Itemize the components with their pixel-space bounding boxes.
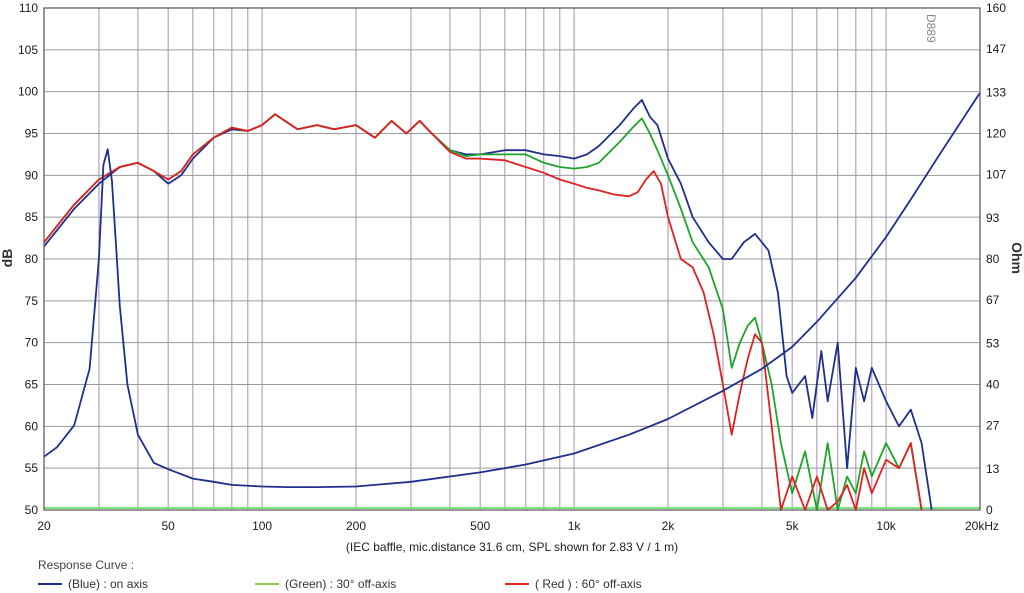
legend-item-on-axis: (Blue) : on axis [38,576,148,592]
y-tick-label-right: 40 [986,378,1000,392]
legend-label-on-axis: (Blue) : on axis [68,577,149,591]
x-tick-label: 20 [37,519,51,533]
y-axis-title-right: Ohm [1009,242,1024,274]
spl-curve-1 [43,99,933,511]
grid [43,7,981,511]
tick-labels: 50 55 60 65 70 75 80 85 90 95 100 105 110 0 13 27 40 53 67… [18,1,1006,533]
x-tick-label: 200 [346,519,366,533]
legend-item-60-off-axis: ( Red ) : 60° off-axis [505,576,642,592]
spl-curve-3 [43,113,923,511]
x-tick-label: 1k [568,519,582,533]
y-tick-label-right: 13 [986,462,1000,476]
y-tick-label-right: 147 [986,42,1006,56]
measurement-note: (IEC baffle, mic.distance 31.6 cm, SPL s… [345,540,679,554]
legend-label-30-off-axis: (Green) : 30° off-axis [285,577,397,591]
x-tick-label: 5k [786,519,800,533]
y-tick-label-left: 85 [25,210,39,224]
y-tick-label-left: 50 [25,503,39,517]
y-tick-label-right: 80 [986,252,1000,266]
y-tick-label-left: 105 [18,43,38,57]
y-tick-label-right: 27 [986,418,1000,432]
y-tick-label-left: 75 [25,294,39,308]
plot-frame [43,7,981,511]
y-tick-label-left: 90 [25,168,39,182]
legend-label-60-off-axis: ( Red ) : 60° off-axis [535,577,642,591]
y-tick-label-left: 100 [18,85,38,99]
x-tick-label: 500 [470,519,490,533]
plot-border [43,7,981,511]
y-tick-label-left: 110 [19,1,38,15]
legend-swatch-green [255,583,279,585]
legend-swatch-blue [38,583,62,585]
y-tick-label-right: 120 [986,127,1006,141]
y-axis-title-left: dB [0,249,15,268]
x-tick-label: 2k [662,519,676,533]
y-tick-label-right: 107 [986,167,1006,181]
x-tick-label: 10k [876,519,896,533]
x-tick-label: 20kHz [965,519,999,533]
x-tick-label: 50 [161,519,175,533]
y-tick-label-right: 53 [986,337,1000,351]
y-tick-label-right: 0 [986,503,993,517]
y-tick-label-right: 67 [986,293,1000,307]
legend-title: Response Curve : [38,558,135,572]
legend-item-30-off-axis: (Green) : 30° off-axis [255,576,396,592]
y-tick-label-left: 80 [25,252,39,266]
y-tick-label-left: 95 [25,127,39,141]
legend-swatch-red [505,583,529,585]
y-tick-label-left: 55 [25,461,39,475]
y-tick-label-left: 65 [25,378,39,392]
frequency-response-chart: 50 55 60 65 70 75 80 85 90 95 100 105 110 0 13 27 40 53 67… [0,1,1024,533]
curves [43,92,981,511]
y-tick-label-left: 70 [25,336,39,350]
chart-stamp: D889 [924,14,938,43]
y-tick-label-left: 60 [25,419,39,433]
impedance-curve [43,92,981,488]
y-tick-label-right: 133 [986,86,1006,100]
x-tick-label: 100 [252,519,272,533]
y-tick-label-right: 160 [986,1,1006,15]
y-tick-label-right: 93 [986,211,1000,225]
